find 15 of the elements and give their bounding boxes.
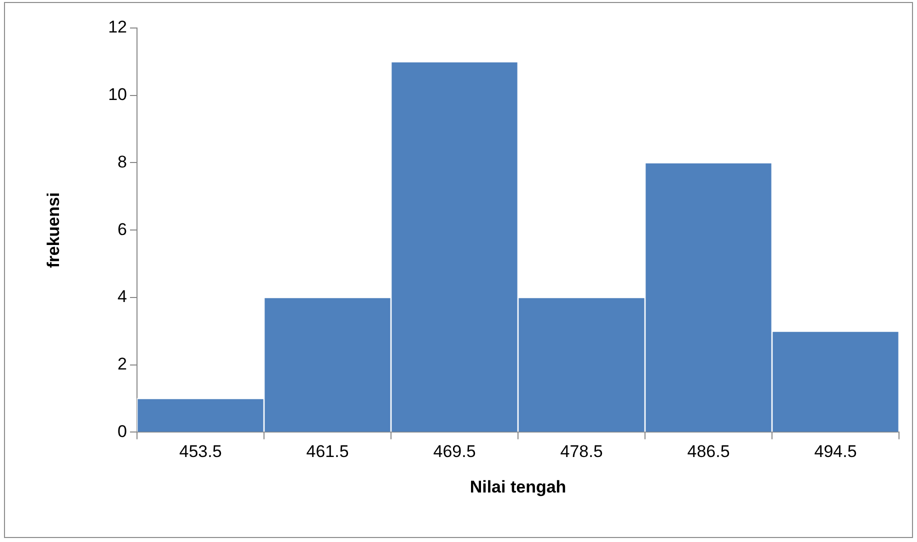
y-axis-title: frekuensi (44, 192, 63, 268)
y-tick-label: 10 (108, 85, 127, 104)
x-tick-label: 469.5 (433, 442, 476, 462)
x-tick-label: 478.5 (560, 442, 603, 462)
x-tick-label: 453.5 (179, 442, 222, 462)
y-tick-label: 8 (118, 152, 127, 172)
y-tick-label: 4 (118, 287, 127, 306)
y-tick-label: 6 (118, 220, 127, 239)
x-tick-label: 486.5 (687, 442, 730, 462)
x-axis-title: Nilai tengah (470, 477, 566, 496)
x-tick-label: 494.5 (814, 442, 857, 462)
y-tick-label: 0 (118, 422, 127, 441)
y-tick-label: 12 (108, 18, 127, 37)
x-tick-label: 461.5 (306, 442, 349, 462)
y-tick-label: 2 (118, 354, 127, 374)
